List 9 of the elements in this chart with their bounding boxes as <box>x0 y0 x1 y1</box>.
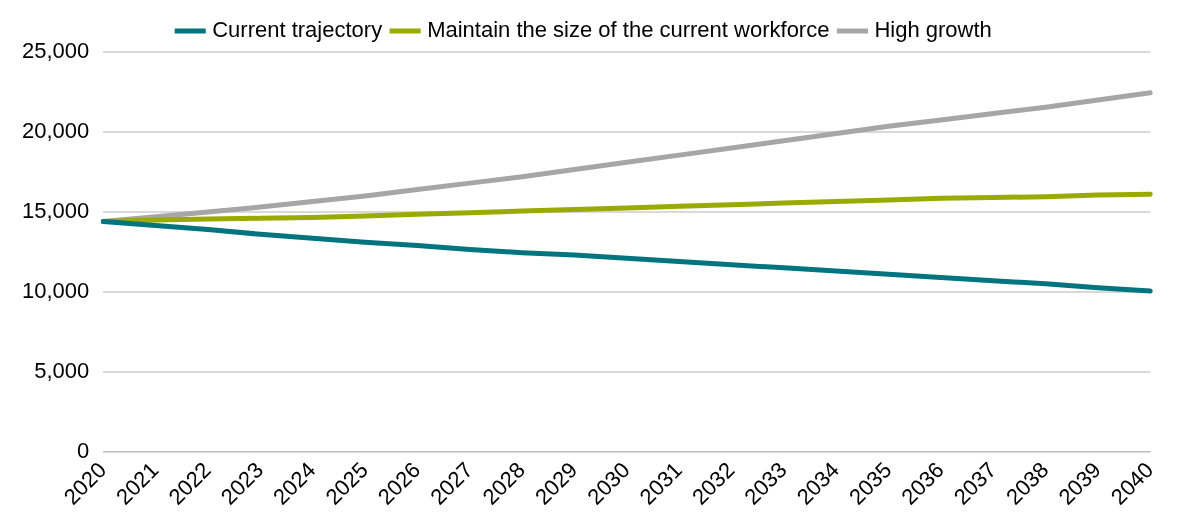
y-tick-label: 20,000 <box>21 118 90 144</box>
y-tick-label: 0 <box>77 437 90 463</box>
legend-label: Maintain the size of the current workforce <box>427 17 830 43</box>
legend-label: High growth <box>874 17 992 43</box>
y-tick-label: 15,000 <box>21 197 90 223</box>
y-tick-label: 10,000 <box>21 277 90 303</box>
y-tick-label: 5,000 <box>34 357 90 383</box>
y-tick-label: 25,000 <box>21 38 90 64</box>
legend-label: Current trajectory <box>212 17 383 43</box>
